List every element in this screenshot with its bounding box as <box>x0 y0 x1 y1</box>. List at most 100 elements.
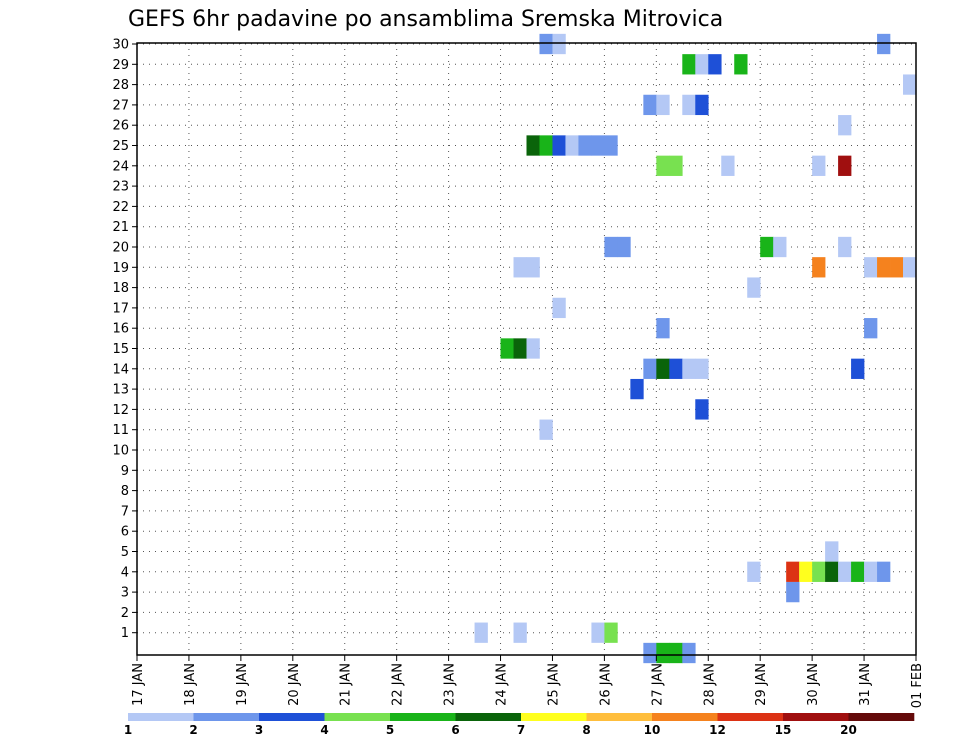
colorbar-swatch <box>521 713 587 721</box>
colorbar-label: 5 <box>386 723 394 737</box>
precip-cell <box>643 358 657 379</box>
precip-cell <box>825 561 839 582</box>
x-tick-label: 01 FEB <box>910 663 925 708</box>
y-tick-label: 9 <box>121 464 129 479</box>
y-tick-label: 2 <box>121 606 129 621</box>
colorbar-swatch <box>259 713 325 721</box>
x-tick-label: 28 JAN <box>702 663 717 706</box>
x-tick-label: 20 JAN <box>287 663 302 706</box>
colorbar-label: 12 <box>709 723 726 737</box>
precip-cell <box>604 135 618 156</box>
precip-cell <box>669 358 683 379</box>
precip-cell <box>695 399 709 420</box>
chart-title: GEFS 6hr padavine po ansamblima Sremska … <box>128 7 723 32</box>
y-tick-label: 19 <box>112 261 129 276</box>
colorbar-label: 20 <box>840 723 857 737</box>
colorbar-swatch <box>783 713 849 721</box>
precip-cell <box>838 115 852 136</box>
x-tick-label: 31 JAN <box>858 663 873 706</box>
colorbar-swatch <box>848 713 915 721</box>
precip-cell <box>838 236 852 258</box>
x-tick-label: 17 JAN <box>131 663 146 706</box>
precip-cell <box>760 236 774 258</box>
colorbar-label: 7 <box>517 723 525 737</box>
precip-cell <box>539 33 553 55</box>
precip-cell <box>617 236 631 258</box>
y-tick-label: 29 <box>112 58 129 73</box>
precip-cell <box>708 54 722 75</box>
precip-cell <box>838 561 852 582</box>
precip-cell <box>747 561 761 582</box>
precip-cell <box>669 642 683 664</box>
colorbar-swatch <box>390 713 456 721</box>
colorbar-label: 2 <box>189 723 197 737</box>
precip-cell <box>812 155 826 176</box>
precip-cell <box>877 561 891 582</box>
x-tick-label: 24 JAN <box>495 663 510 706</box>
precip-cell <box>526 338 540 359</box>
precip-cell <box>604 236 618 258</box>
precip-cell <box>643 642 657 664</box>
colorbar-label: 3 <box>255 723 263 737</box>
y-tick-label: 20 <box>112 241 129 256</box>
colorbar-label: 10 <box>644 723 661 737</box>
precip-cell <box>890 257 904 278</box>
precip-cell <box>903 257 917 278</box>
x-tick-label: 26 JAN <box>598 663 613 706</box>
precip-cell <box>591 135 605 156</box>
precip-cell <box>682 94 696 116</box>
precip-cell <box>656 94 670 116</box>
precip-cell <box>604 622 618 643</box>
y-tick-label: 28 <box>112 78 129 93</box>
precip-cell <box>513 338 527 359</box>
precip-cell <box>734 54 748 75</box>
precip-cell <box>773 236 787 258</box>
y-tick-label: 27 <box>112 98 129 113</box>
precip-cell <box>903 74 917 95</box>
colorbar-swatch <box>193 713 260 721</box>
x-tick-label: 29 JAN <box>754 663 769 706</box>
precip-cell <box>539 135 553 156</box>
y-tick-label: 12 <box>112 403 129 418</box>
colorbar-swatch <box>128 713 194 721</box>
precip-cell <box>630 378 644 400</box>
y-tick-label: 13 <box>112 383 129 398</box>
precip-cell <box>578 135 592 156</box>
precip-cell <box>838 155 852 176</box>
y-tick-label: 10 <box>112 444 129 459</box>
y-tick-label: 1 <box>121 626 129 641</box>
precip-cell <box>864 318 878 339</box>
y-axis: 1234567891011121314151617181920212223242… <box>112 38 137 641</box>
precip-cell <box>851 561 865 582</box>
y-tick-label: 6 <box>121 525 129 540</box>
precip-cell <box>864 561 878 582</box>
precip-cell <box>552 297 566 319</box>
precip-cell <box>513 257 527 278</box>
x-tick-label: 18 JAN <box>183 663 198 706</box>
y-tick-label: 21 <box>112 220 129 235</box>
precip-cell <box>539 419 553 440</box>
x-axis: 17 JAN 18 JAN 19 JAN 20 JAN 21 JAN 22 JAN 23 J… <box>131 655 925 708</box>
x-tick-label: 25 JAN <box>546 663 561 706</box>
precip-cell <box>747 277 761 298</box>
precip-cell <box>721 155 735 176</box>
colorbar-label: 4 <box>320 723 328 737</box>
colorbar-label: 15 <box>775 723 792 737</box>
precip-cell <box>695 54 709 75</box>
colorbar-swatch <box>455 713 522 721</box>
precip-cell <box>500 338 514 359</box>
y-tick-label: 16 <box>112 322 129 337</box>
precip-cell <box>656 318 670 339</box>
y-tick-label: 26 <box>112 119 129 134</box>
colorbar-swatch <box>717 713 784 721</box>
precip-cell <box>682 358 696 379</box>
y-tick-label: 25 <box>112 139 129 154</box>
precip-cell <box>851 358 865 379</box>
precip-cell <box>864 257 878 278</box>
colorbar-label: 6 <box>451 723 459 737</box>
precip-cell <box>682 54 696 75</box>
precip-cell <box>643 94 657 116</box>
x-tick-label: 27 JAN <box>650 663 665 706</box>
colorbar-swatch <box>652 713 718 721</box>
